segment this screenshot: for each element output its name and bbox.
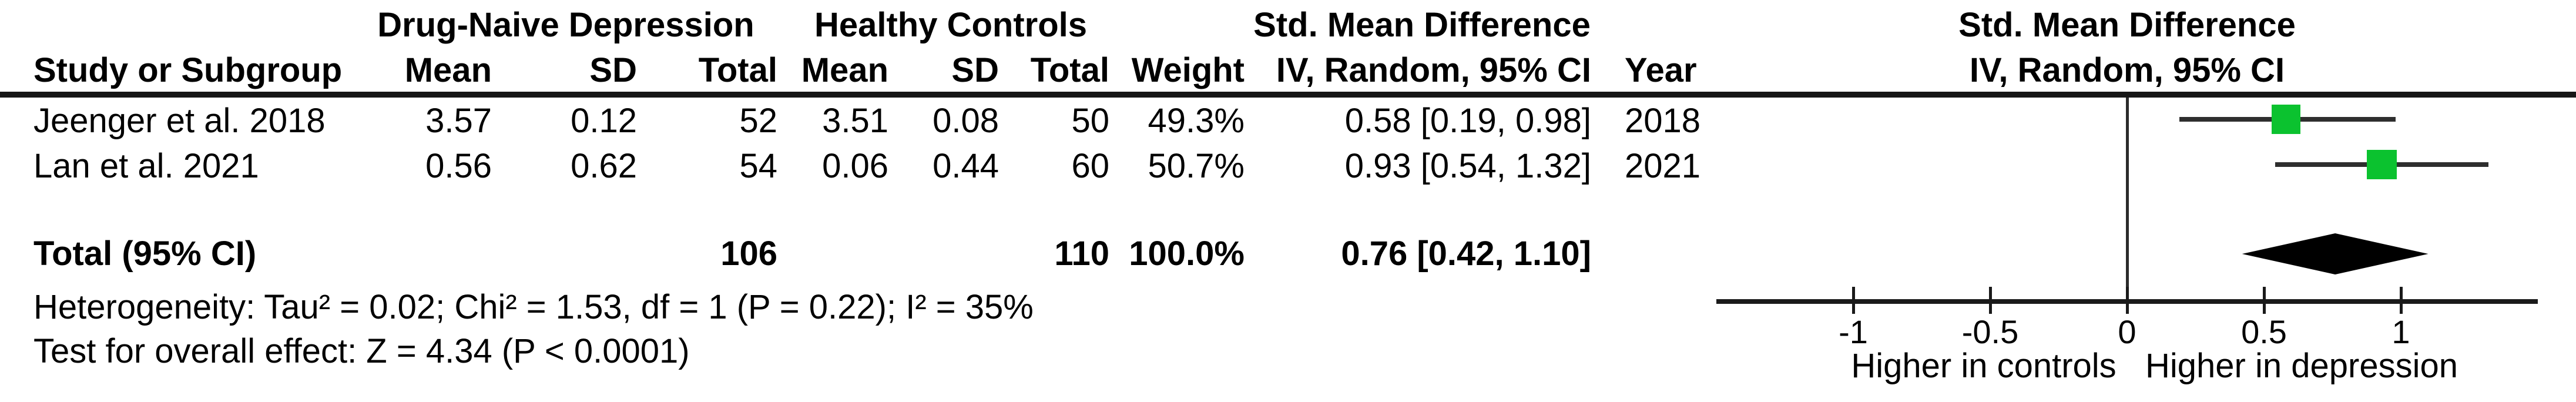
axis-tick <box>2125 287 2129 314</box>
study-exp-total: 52 <box>739 102 777 140</box>
group-header-drug-naive-depression: Drug-Naive Depression <box>377 6 754 44</box>
total-label: Total (95% CI) <box>33 235 257 273</box>
col-header-mean-ctl: Mean <box>801 51 888 89</box>
col-header-sd-ctl: SD <box>951 51 999 89</box>
header-separator-line <box>0 92 2576 98</box>
group-header-smd-plot: Std. Mean Difference <box>1958 6 2296 44</box>
total-ci-label: 0.76 [0.42, 1.10] <box>1341 235 1591 273</box>
axis-tick <box>1852 287 1855 314</box>
total-ctl-total: 110 <box>1054 235 1109 273</box>
study-ci-label: 0.93 [0.54, 1.32] <box>1344 147 1591 185</box>
axis-direction-label-right: Higher in depression <box>2145 347 2458 385</box>
study-weight: 49.3% <box>1148 102 1245 140</box>
axis-tick-label: 0.5 <box>2241 313 2287 350</box>
study-name: Jeenger et al. 2018 <box>33 102 326 140</box>
col-header-sd-exp: SD <box>589 51 637 89</box>
total-exp-total: 106 <box>720 235 777 273</box>
col-header-iv-ci: IV, Random, 95% CI <box>1276 51 1591 89</box>
heterogeneity-text: Heterogeneity: Tau² = 0.02; Chi² = 1.53,… <box>33 288 1034 326</box>
axis-tick <box>2399 287 2403 314</box>
study-ci-label: 0.58 [0.19, 0.98] <box>1344 102 1591 140</box>
study-exp-mean: 0.56 <box>425 147 492 185</box>
study-ctl-sd: 0.44 <box>933 147 999 185</box>
study-ctl-mean: 0.06 <box>822 147 888 185</box>
study-year: 2018 <box>1625 102 1701 140</box>
study-ctl-mean: 3.51 <box>822 102 888 140</box>
axis-tick-label: -0.5 <box>1961 313 2019 350</box>
col-header-year: Year <box>1625 51 1697 89</box>
axis-tick-label: 1 <box>2391 313 2410 350</box>
axis-tick-label: -1 <box>1839 313 1868 350</box>
group-header-smd-table: Std. Mean Difference <box>1253 6 1591 44</box>
overall-effect-text: Test for overall effect: Z = 4.34 (P < 0… <box>33 332 690 370</box>
study-ctl-total: 50 <box>1071 102 1109 140</box>
axis-tick-label: 0 <box>2118 313 2136 350</box>
study-name: Lan et al. 2021 <box>33 147 259 185</box>
effect-square <box>2271 105 2300 134</box>
col-header-study: Study or Subgroup <box>33 51 343 89</box>
study-exp-total: 54 <box>739 147 777 185</box>
study-weight: 50.7% <box>1148 147 1245 185</box>
study-exp-mean: 3.57 <box>425 102 492 140</box>
col-header-mean-exp: Mean <box>404 51 492 89</box>
col-header-weight: Weight <box>1131 51 1245 89</box>
study-exp-sd: 0.12 <box>571 102 637 140</box>
study-ctl-sd: 0.08 <box>933 102 999 140</box>
axis-tick <box>1988 287 1992 314</box>
study-year: 2021 <box>1625 147 1701 185</box>
total-weight: 100.0% <box>1129 235 1245 273</box>
col-header-total-exp: Total <box>698 51 777 89</box>
axis-direction-label-left: Higher in controls <box>1851 347 2117 385</box>
col-header-total-ctl: Total <box>1030 51 1109 89</box>
study-ctl-total: 60 <box>1071 147 1109 185</box>
col-header-iv-ci-plot: IV, Random, 95% CI <box>1969 51 2285 89</box>
pooled-effect-diamond <box>2242 233 2429 274</box>
zero-reference-line <box>2125 98 2129 304</box>
group-header-healthy-controls: Healthy Controls <box>814 6 1088 44</box>
study-exp-sd: 0.62 <box>571 147 637 185</box>
axis-tick <box>2262 287 2266 314</box>
effect-square <box>2367 149 2397 180</box>
